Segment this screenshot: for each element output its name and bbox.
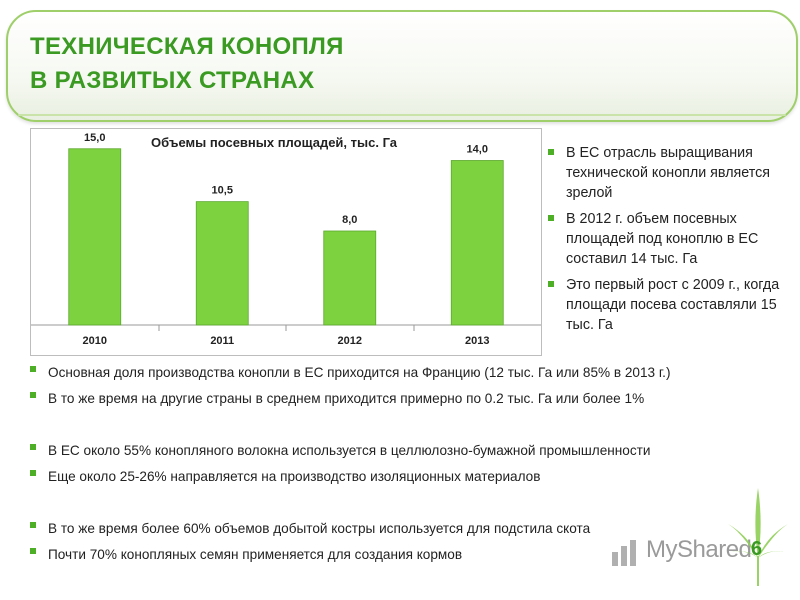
bullet-square-icon [30, 366, 36, 372]
data-label: 10,5 [212, 185, 233, 197]
watermark-bars-icon [612, 540, 636, 566]
bar-chart-svg: 15,0 2010 10,5 2011 8,0 2012 14,0 2013 [31, 132, 541, 347]
bullet-text: В то же время на другие страны в среднем… [48, 391, 645, 406]
hemp-leaf-icon [728, 488, 788, 586]
bottom-bullet-list: Основная доля производства конопли в ЕС … [30, 360, 790, 568]
chart-title: Объемы посевных площадей, тыс. Га [151, 135, 397, 150]
right-bullet-item: Это первый рост с 2009 г., когда площади… [548, 275, 788, 335]
data-label: 15,0 [84, 132, 105, 144]
bullet-square-icon [30, 548, 36, 554]
bullet-text: В то же время более 60% объемов добытой … [48, 521, 591, 536]
bottom-bullet-item: Основная доля производства конопли в ЕС … [30, 360, 790, 386]
bullet-text: Основная доля производства конопли в ЕС … [48, 365, 671, 380]
bar-2013 [450, 160, 504, 326]
watermark-text: MyShared [646, 536, 752, 563]
bar-chart: 15,0 2010 10,5 2011 8,0 2012 14,0 2013 Объемы п… [30, 128, 542, 356]
page-number: 6 [751, 538, 763, 560]
bottom-bullet-item: Еще около 25-26% направляется на произво… [30, 464, 790, 490]
banner-underline [18, 114, 786, 116]
slide-title: ТЕХНИЧЕСКАЯ КОНОПЛЯ В РАЗВИТЫХ СТРАНАХ [30, 30, 344, 98]
x-tick-label: 2012 [338, 335, 362, 347]
bottom-bullet-item: Почти 70% конопляных семян применяется д… [30, 542, 790, 568]
data-label: 14,0 [467, 144, 488, 156]
x-tick-label: 2010 [83, 335, 107, 347]
right-bullet-item: В ЕС отрасль выращивания технической кон… [548, 143, 788, 203]
bottom-bullet-item: В то же время более 60% объемов добытой … [30, 516, 790, 542]
bullet-square-icon [30, 470, 36, 476]
bullet-square-icon [548, 215, 554, 221]
bar-2011 [195, 201, 249, 326]
bullet-text: Еще около 25-26% направляется на произво… [48, 469, 541, 484]
slide-title-line-1: ТЕХНИЧЕСКАЯ КОНОПЛЯ [30, 33, 344, 60]
bullet-square-icon [548, 149, 554, 155]
right-bullet-list: В ЕС отрасль выращивания технической кон… [548, 143, 788, 341]
bullet-text: Почти 70% конопляных семян применяется д… [48, 547, 463, 562]
bullet-square-icon [30, 392, 36, 398]
bullet-square-icon [30, 444, 36, 450]
data-label: 8,0 [342, 214, 357, 226]
bar-2010 [68, 148, 122, 326]
bullet-square-icon [548, 281, 554, 287]
bullet-square-icon [30, 522, 36, 528]
bullet-text: В ЕС около 55% конопляного волокна испол… [48, 443, 651, 458]
x-tick-label: 2011 [210, 335, 234, 347]
bottom-bullet-item: В ЕС около 55% конопляного волокна испол… [30, 438, 790, 464]
bar-2012 [323, 230, 377, 326]
watermark: MyShared [600, 520, 790, 580]
right-bullet-item: В 2012 г. объем посевных площадей под ко… [548, 209, 788, 269]
bullet-text: В 2012 г. объем посевных площадей под ко… [566, 211, 759, 267]
title-banner [6, 10, 798, 122]
bullet-text: Это первый рост с 2009 г., когда площади… [566, 277, 780, 333]
slide-title-line-2: В РАЗВИТЫХ СТРАНАХ [30, 67, 315, 94]
bullet-text: В ЕС отрасль выращивания технической кон… [566, 145, 771, 201]
x-tick-label: 2013 [465, 335, 489, 347]
bottom-bullet-item: В то же время на другие страны в среднем… [30, 386, 790, 412]
